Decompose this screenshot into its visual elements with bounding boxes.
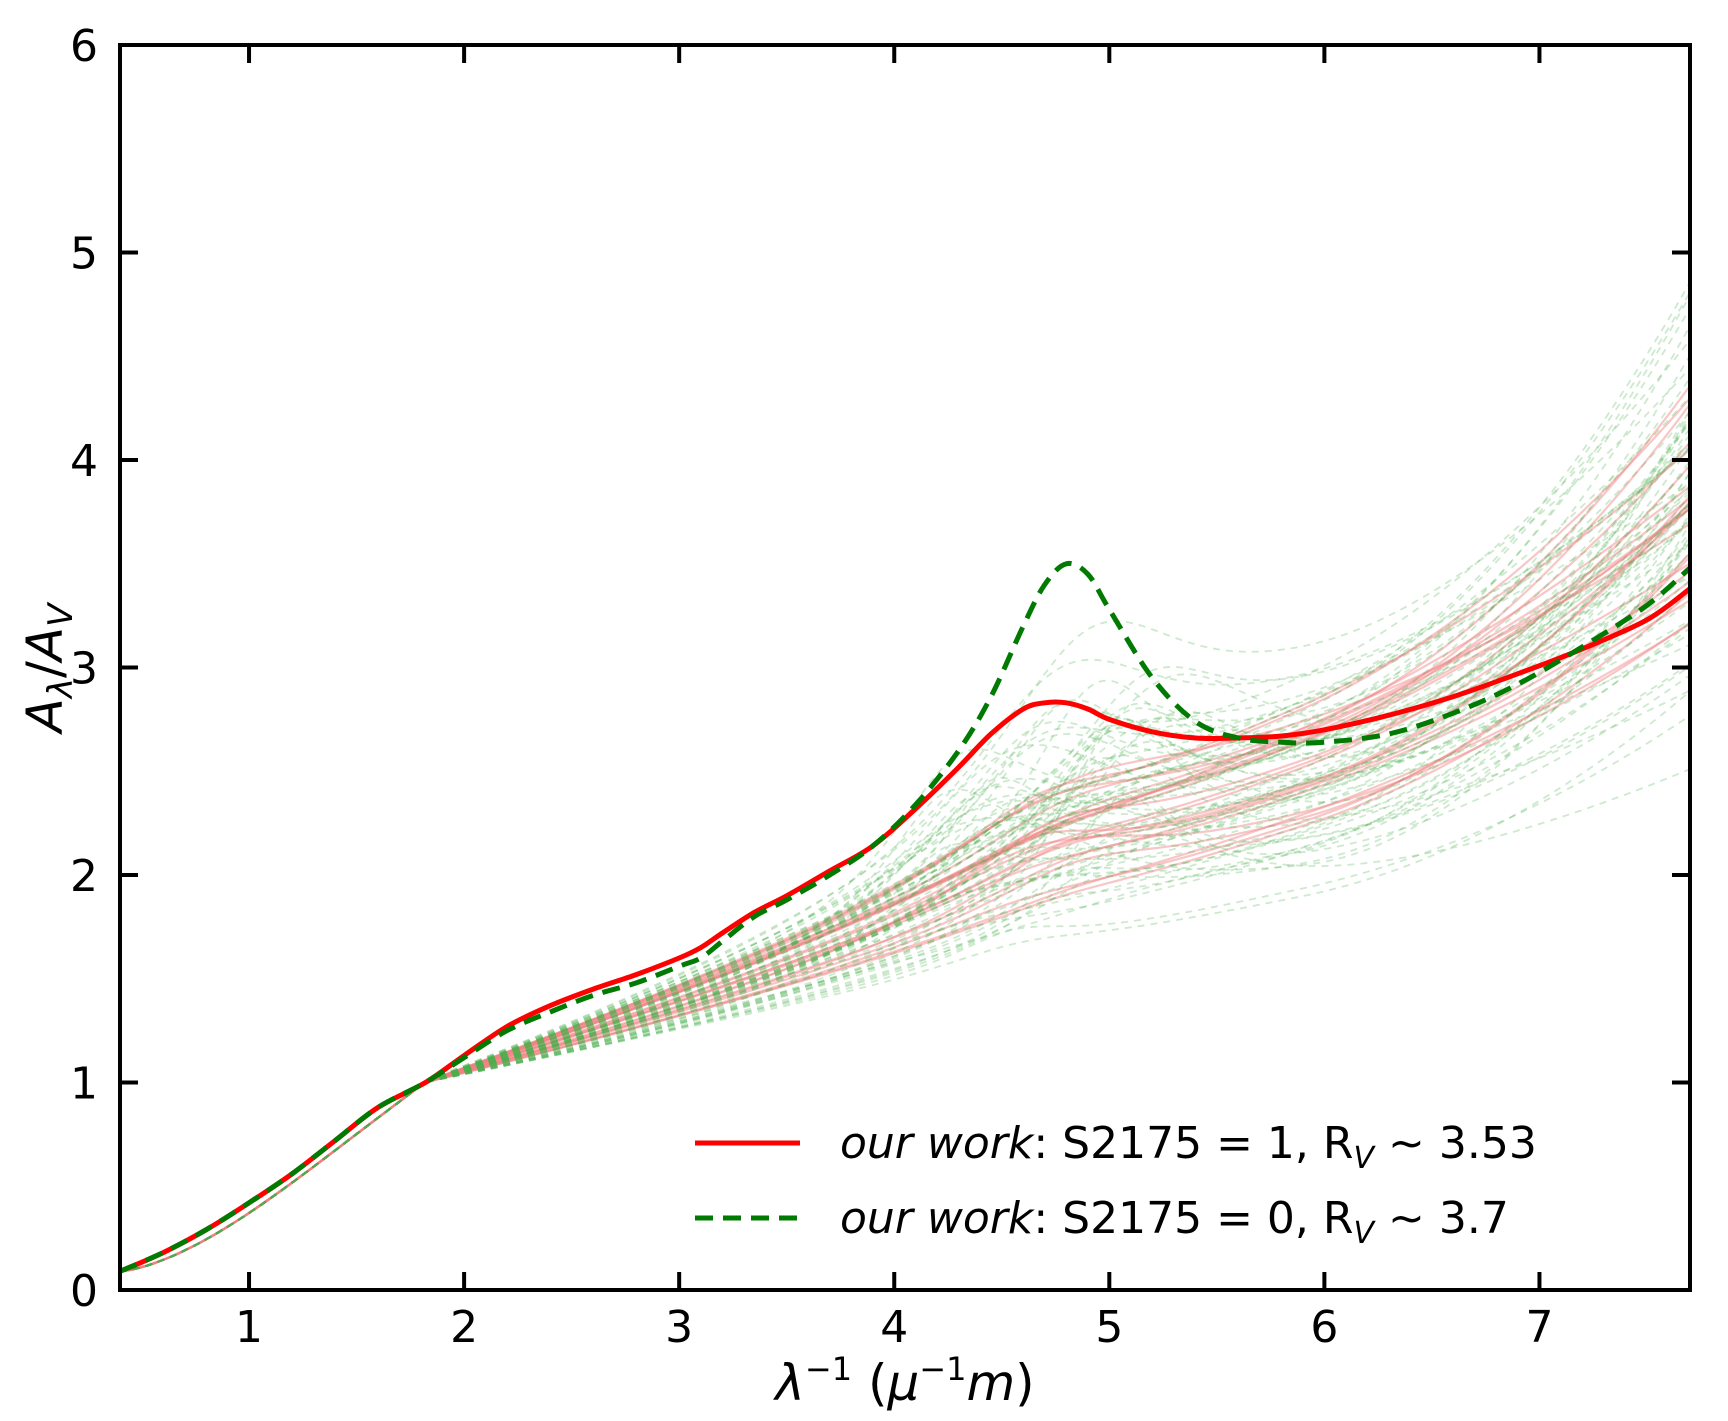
- background-red-curve: [120, 500, 1690, 1273]
- background-green-curve: [120, 417, 1690, 1273]
- background-red-curve: [120, 497, 1690, 1273]
- background-green-curve: [120, 502, 1690, 1273]
- background-red-curve: [120, 556, 1690, 1273]
- background-green-curve: [120, 579, 1690, 1273]
- background-green-curve: [120, 411, 1690, 1273]
- background-green-curve: [120, 472, 1690, 1273]
- background-green-curve: [120, 627, 1690, 1273]
- legend-label-red: our work: S2175 = 1, RV ~ 3.53: [840, 1118, 1537, 1176]
- background-red-curve: [120, 504, 1690, 1273]
- background-green-curve: [120, 513, 1690, 1273]
- y-tick-label: 5: [70, 229, 98, 280]
- background-red-curve: [120, 570, 1690, 1273]
- background-green-curve: [120, 281, 1690, 1273]
- background-red-curve: [120, 507, 1690, 1273]
- x-tick-label: 4: [880, 1302, 908, 1353]
- background-green-curve: [120, 442, 1690, 1273]
- background-green-curve: [120, 622, 1690, 1273]
- background-red-curve: [120, 507, 1690, 1273]
- y-tick-label: 4: [70, 436, 98, 487]
- background-green-curve: [120, 409, 1690, 1273]
- background-green-curve: [120, 354, 1690, 1273]
- background-green-curve: [120, 537, 1690, 1273]
- background-green-curve: [120, 665, 1690, 1273]
- background-red-curve: [120, 385, 1690, 1273]
- background-green-curve: [120, 554, 1690, 1273]
- background-green-curve: [120, 519, 1690, 1273]
- background-red-curve: [120, 562, 1690, 1273]
- x-tick-label: 1: [235, 1302, 263, 1353]
- background-red-curve: [120, 507, 1690, 1273]
- background-red-curve: [120, 552, 1690, 1273]
- background-green-curve: [120, 589, 1690, 1273]
- background-green-curve: [120, 601, 1690, 1273]
- x-tick-label: 5: [1095, 1302, 1123, 1353]
- y-tick-label: 0: [70, 1266, 98, 1317]
- background-green-curve: [120, 395, 1690, 1273]
- x-tick-label: 2: [450, 1302, 478, 1353]
- background-green-curve: [120, 768, 1690, 1273]
- background-green-curve: [120, 536, 1690, 1273]
- y-axis-title: Aλ/AV: [16, 601, 81, 735]
- background-green-curve: [120, 501, 1690, 1273]
- y-tick-label: 2: [70, 851, 98, 902]
- x-tick-label: 6: [1310, 1302, 1338, 1353]
- background-red-curve: [120, 623, 1690, 1273]
- y-tick-label: 3: [70, 644, 98, 695]
- background-green-curve: [120, 367, 1690, 1273]
- background-green-curve: [120, 619, 1690, 1273]
- legend-label-green: our work: S2175 = 0, RV ~ 3.7: [840, 1193, 1509, 1251]
- background-green-curve: [120, 449, 1690, 1273]
- background-red-curve: [120, 522, 1690, 1273]
- background-red-curve: [120, 599, 1690, 1273]
- background-green-curve: [120, 541, 1690, 1273]
- background-green-curve: [120, 416, 1690, 1273]
- y-tick-label: 6: [70, 21, 98, 72]
- x-tick-label: 3: [665, 1302, 693, 1353]
- background-red-curve: [120, 441, 1690, 1273]
- background-green-curve: [120, 294, 1690, 1273]
- x-axis-title: λ−1 (μ−1m): [772, 1350, 1034, 1412]
- background-green-curve: [120, 339, 1690, 1273]
- background-green-curve: [120, 551, 1690, 1273]
- background-green-curve: [120, 465, 1690, 1273]
- background-green-curve: [120, 377, 1690, 1273]
- legend: our work: S2175 = 1, RV ~ 3.53 our work:…: [695, 1118, 1537, 1251]
- background-green-curve: [120, 492, 1690, 1273]
- background-green-curve: [120, 460, 1690, 1273]
- background-green-curve: [120, 445, 1690, 1273]
- background-red-curve: [120, 494, 1690, 1273]
- axis-ticks: 1 2 3 4 5 6 7 0 1 2 3 4 5 6: [70, 21, 1690, 1353]
- background-green-curve: [120, 523, 1690, 1273]
- background-green-curve: [120, 506, 1690, 1273]
- background-green-curve: [120, 421, 1690, 1273]
- background-red-curve: [120, 485, 1690, 1273]
- background-green-curve: [120, 690, 1690, 1273]
- background-red-curve: [120, 397, 1690, 1273]
- background-red-curve: [120, 621, 1690, 1273]
- background-green-curve: [120, 633, 1690, 1273]
- background-green-curve: [120, 433, 1690, 1273]
- background-green-curve: [120, 714, 1690, 1273]
- background-green-curve: [120, 325, 1690, 1273]
- background-red-curve: [120, 448, 1690, 1273]
- y-tick-label: 1: [70, 1059, 98, 1110]
- background-green-curve: [120, 674, 1690, 1273]
- background-green-curve: [120, 503, 1690, 1273]
- background-green-curve: [120, 471, 1690, 1273]
- background-red-curve: [120, 464, 1690, 1273]
- background-green-curve: [120, 689, 1690, 1273]
- background-green-curve: [120, 447, 1690, 1273]
- background-red-curve: [120, 403, 1690, 1273]
- background-green-curve: [120, 662, 1690, 1273]
- background-green-curve: [120, 307, 1690, 1273]
- main-curves: [120, 560, 1690, 1274]
- background-red-curve: [120, 591, 1690, 1273]
- background-green-curve: [120, 643, 1690, 1273]
- background-red-curve: [120, 580, 1690, 1273]
- background-green-curve: [120, 420, 1690, 1273]
- x-tick-label: 7: [1525, 1302, 1553, 1353]
